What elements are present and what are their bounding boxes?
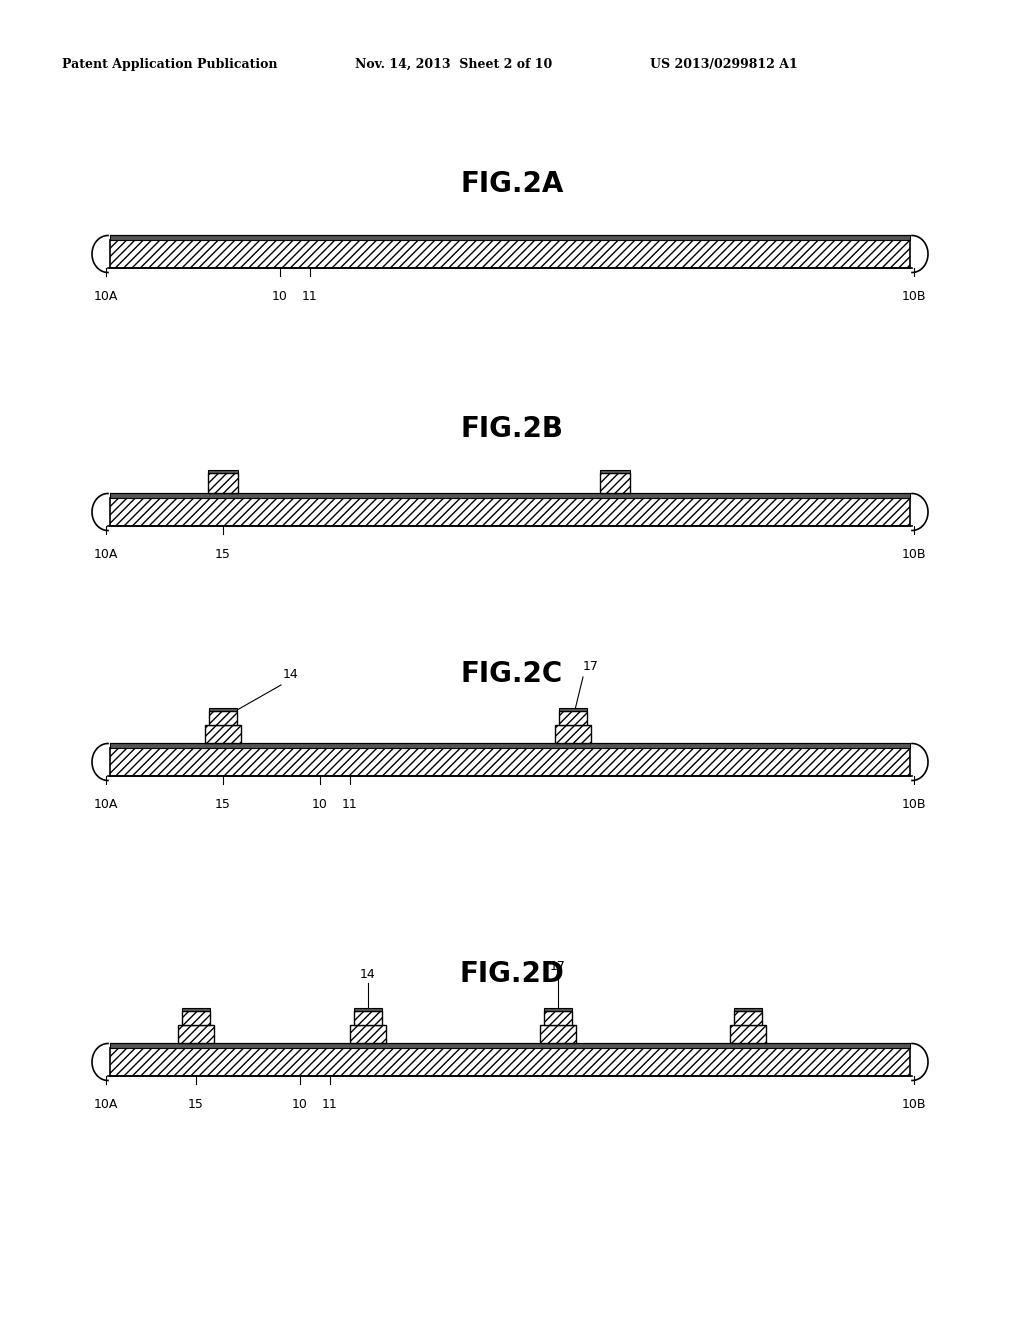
Text: 10: 10: [312, 799, 328, 810]
Text: 10B: 10B: [902, 548, 927, 561]
Text: US 2013/0299812 A1: US 2013/0299812 A1: [650, 58, 798, 71]
Text: 15: 15: [215, 799, 231, 810]
Bar: [205, 725, 241, 743]
Text: 11: 11: [342, 799, 357, 810]
Bar: [110, 1043, 910, 1048]
Text: Nov. 14, 2013  Sheet 2 of 10: Nov. 14, 2013 Sheet 2 of 10: [355, 58, 552, 71]
Bar: [559, 708, 587, 711]
Text: 17: 17: [550, 960, 566, 973]
Bar: [208, 473, 238, 492]
Bar: [182, 1011, 210, 1026]
Bar: [208, 470, 238, 473]
Bar: [555, 725, 591, 743]
Text: Patent Application Publication: Patent Application Publication: [62, 58, 278, 71]
Text: FIG.2A: FIG.2A: [461, 170, 563, 198]
Text: 11: 11: [302, 290, 317, 304]
Bar: [544, 1008, 572, 1011]
Bar: [110, 748, 910, 776]
Text: 10: 10: [292, 1098, 308, 1111]
Bar: [559, 711, 587, 725]
Bar: [730, 1026, 766, 1043]
Bar: [540, 1026, 575, 1043]
Bar: [354, 1011, 382, 1026]
Bar: [600, 470, 630, 473]
Text: FIG.2C: FIG.2C: [461, 660, 563, 688]
Bar: [182, 1008, 210, 1011]
Text: FIG.2B: FIG.2B: [461, 414, 563, 444]
Bar: [600, 473, 630, 492]
Bar: [209, 708, 237, 711]
Bar: [110, 1048, 910, 1076]
Bar: [178, 1026, 214, 1043]
Text: 14: 14: [283, 668, 299, 681]
Bar: [544, 1011, 572, 1026]
Text: 10B: 10B: [902, 799, 927, 810]
Bar: [354, 1008, 382, 1011]
Bar: [734, 1011, 762, 1026]
Bar: [734, 1008, 762, 1011]
Text: 14: 14: [360, 968, 376, 981]
Text: FIG.2D: FIG.2D: [460, 960, 564, 987]
Text: 11: 11: [323, 1098, 338, 1111]
Text: 10A: 10A: [94, 290, 118, 304]
Bar: [209, 711, 237, 725]
Bar: [110, 235, 910, 240]
Bar: [110, 492, 910, 498]
Bar: [110, 240, 910, 268]
Text: 10B: 10B: [902, 290, 927, 304]
Text: 17: 17: [583, 660, 599, 673]
Bar: [110, 498, 910, 525]
Text: 15: 15: [188, 1098, 204, 1111]
Text: 10B: 10B: [902, 1098, 927, 1111]
Text: 10A: 10A: [94, 799, 118, 810]
Text: 15: 15: [215, 548, 231, 561]
Text: 10A: 10A: [94, 548, 118, 561]
Text: 10: 10: [272, 290, 288, 304]
Bar: [110, 743, 910, 748]
Bar: [350, 1026, 386, 1043]
Text: 10A: 10A: [94, 1098, 118, 1111]
